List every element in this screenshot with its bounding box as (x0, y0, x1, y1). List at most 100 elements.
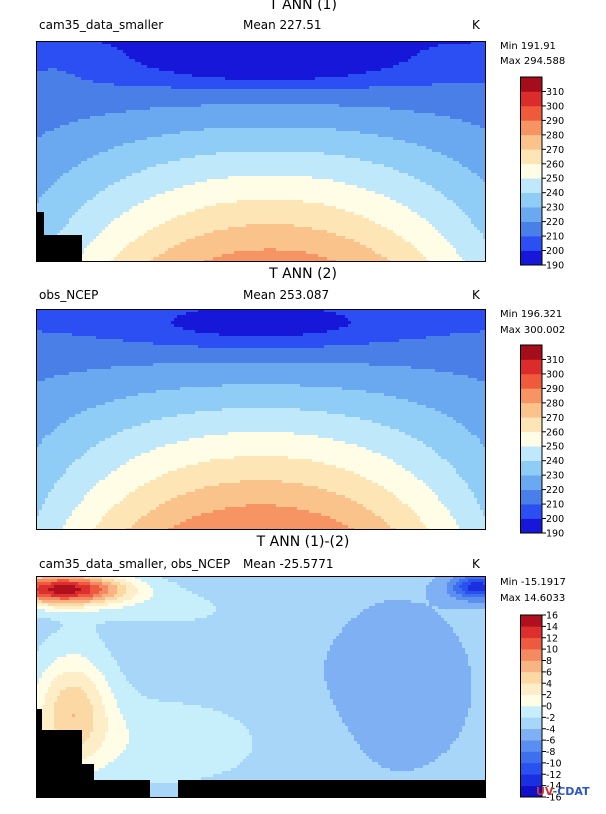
contour-cell (69, 62, 73, 66)
contour-cell (345, 41, 349, 45)
contour-cell (213, 62, 217, 66)
contour-cell (117, 77, 121, 81)
contour-cell (192, 47, 196, 51)
contour-cell (141, 56, 145, 60)
contour-cell (429, 53, 433, 57)
contour-cell (402, 56, 406, 60)
contour-cell (471, 41, 475, 45)
contour-cell (120, 89, 124, 93)
contour-cell (204, 62, 208, 66)
contour-cell (402, 53, 406, 57)
contour-cell (453, 71, 457, 75)
contour-cell (72, 74, 76, 78)
contour-cell (168, 83, 172, 87)
contour-cell (225, 68, 229, 72)
contour-cell (123, 65, 127, 69)
contour-cell (339, 95, 343, 99)
contour-cell (399, 59, 403, 63)
contour-cell (285, 62, 289, 66)
contour-cell (255, 83, 259, 87)
contour-cell (477, 92, 481, 96)
contour-cell (231, 92, 235, 96)
contour-cell (51, 77, 55, 81)
contour-cell (213, 77, 217, 81)
contour-cell (441, 92, 445, 96)
contour-cell (294, 56, 298, 60)
contour-cell (354, 41, 358, 45)
contour-cell (402, 47, 406, 51)
contour-cell (48, 74, 52, 78)
contour-cell (420, 68, 424, 72)
contour-cell (315, 56, 319, 60)
contour-cell (336, 47, 340, 51)
contour-cell (231, 56, 235, 60)
contour-cell (405, 53, 409, 57)
contour-cell (159, 71, 163, 75)
contour-cell (60, 92, 64, 96)
contour-cell (84, 74, 88, 78)
contour-cell (321, 86, 325, 90)
contour-cell (252, 65, 256, 69)
contour-cell (105, 62, 109, 66)
contour-cell (459, 86, 463, 90)
contour-cell (243, 95, 247, 99)
contour-cell (360, 41, 364, 45)
contour-cell (306, 80, 310, 84)
contour-cell (465, 80, 469, 84)
contour-cell (312, 92, 316, 96)
contour-cell (456, 59, 460, 63)
contour-cell (54, 65, 58, 69)
contour-cell (51, 71, 55, 75)
contour-cell (255, 59, 259, 63)
contour-cell (468, 44, 472, 48)
contour-cell (423, 50, 427, 54)
contour-cell (129, 68, 133, 72)
contour-cell (120, 77, 124, 81)
contour-cell (222, 65, 226, 69)
contour-cell (51, 92, 55, 96)
contour-cell (426, 47, 430, 51)
contour-cell (324, 68, 328, 72)
contour-cell (102, 41, 106, 45)
contour-cell (216, 59, 220, 63)
contour-cell (351, 62, 355, 66)
contour-cell (396, 95, 400, 99)
contour-cell (108, 47, 112, 51)
contour-cell (360, 44, 364, 48)
contour-cell (468, 83, 472, 87)
contour-cell (336, 53, 340, 57)
contour-cell (384, 89, 388, 93)
contour-cell (348, 89, 352, 93)
contour-cell (96, 92, 100, 96)
contour-cell (63, 65, 67, 69)
contour-cell (42, 56, 46, 60)
contour-cell (474, 56, 478, 60)
contour-cell (324, 47, 328, 51)
contour-cell (189, 62, 193, 66)
contour-cell (141, 86, 145, 90)
contour-cell (84, 86, 88, 90)
contour-cell (114, 92, 118, 96)
contour-cell (345, 47, 349, 51)
contour-cell (93, 71, 97, 75)
contour-cell (420, 44, 424, 48)
contour-cell (417, 83, 421, 87)
contour-cell (270, 68, 274, 72)
contour-cell (261, 68, 265, 72)
contour-cell (201, 41, 205, 45)
contour-cell (408, 83, 412, 87)
contour-cell (198, 62, 202, 66)
contour-cell (276, 77, 280, 81)
contour-cell (354, 71, 358, 75)
contour-cell (111, 95, 115, 99)
contour-cell (204, 74, 208, 78)
contour-cell (246, 89, 250, 93)
contour-cell (108, 50, 112, 54)
contour-cell (252, 62, 256, 66)
contour-cell (321, 77, 325, 81)
contour-cell (393, 77, 397, 81)
contour-cell (417, 44, 421, 48)
contour-cell (393, 86, 397, 90)
contour-cell (174, 86, 178, 90)
contour-cell (63, 59, 67, 63)
